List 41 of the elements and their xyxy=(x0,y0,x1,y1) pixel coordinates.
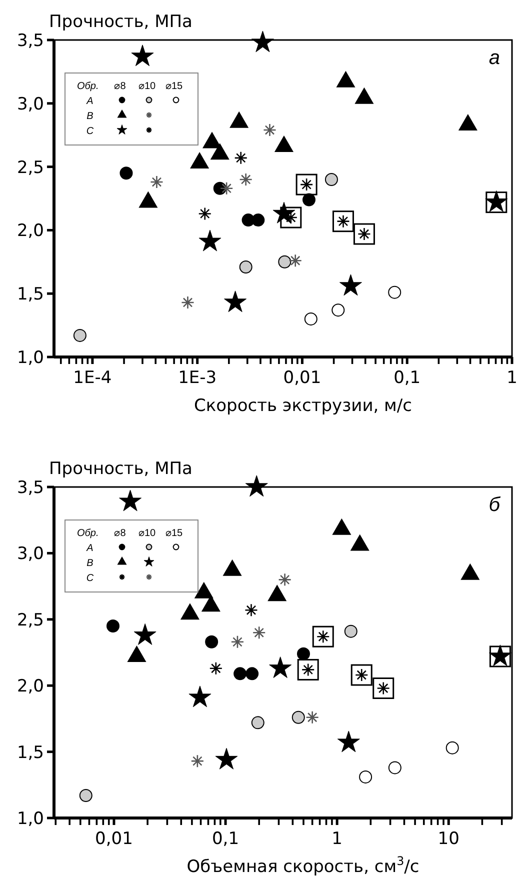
x-tick-label: 1E-4 xyxy=(73,368,112,388)
y-tick-label: 2,5 xyxy=(16,158,44,178)
legend-title: Обр. xyxy=(77,528,99,539)
y-tick-label: 3,0 xyxy=(16,544,44,564)
x-tick-label: 1E-3 xyxy=(178,368,217,388)
y-tick-label: 3,0 xyxy=(16,94,44,114)
y-tick-label: 1,0 xyxy=(16,348,44,368)
x-tick-label: 1 xyxy=(332,829,342,849)
y-tick-label: 3,5 xyxy=(16,478,44,498)
annotation: A xyxy=(86,543,94,554)
y-tick-label: 1,0 xyxy=(16,808,44,829)
y-tick-label: 2,5 xyxy=(16,610,44,630)
annotation: ⌀15 xyxy=(165,528,183,539)
x-axis-title: Скорость экструзии, м/с xyxy=(194,396,412,416)
x-axis-title: Объемная скорость, см$^{3}$/с xyxy=(186,854,420,877)
x-tick-label: 1 xyxy=(506,368,518,388)
annotation: а xyxy=(488,47,500,69)
annotation: ⌀10 xyxy=(138,528,156,539)
y-tick-label: 2,0 xyxy=(16,676,44,697)
annotation: ⌀10 xyxy=(138,81,156,92)
legend-title: Обр. xyxy=(77,81,99,92)
annotation: C xyxy=(86,573,94,584)
x-tick-label: 0,01 xyxy=(95,829,133,849)
x-tick-label: 0,1 xyxy=(394,368,421,388)
annotation: C xyxy=(86,126,94,137)
annotation: B xyxy=(86,558,94,569)
annotation: ⌀8 xyxy=(114,528,126,539)
y-tick-label: 1,5 xyxy=(16,742,44,763)
y-axis-title: Прочность, МПа xyxy=(49,459,192,479)
annotation: A xyxy=(86,96,94,107)
annotation: ⌀8 xyxy=(114,81,126,92)
annotation: B xyxy=(86,111,94,122)
annotation: б xyxy=(488,494,501,516)
x-tick-label: 0,1 xyxy=(212,829,240,849)
x-tick-label: 0,01 xyxy=(283,368,322,388)
x-tick-label: 10 xyxy=(438,829,460,849)
y-tick-label: 2,0 xyxy=(16,221,44,242)
y-tick-label: 1,5 xyxy=(16,284,44,305)
y-axis-title: Прочность, МПа xyxy=(49,12,192,32)
annotation: ⌀15 xyxy=(165,81,183,92)
y-tick-label: 3,5 xyxy=(16,30,44,51)
